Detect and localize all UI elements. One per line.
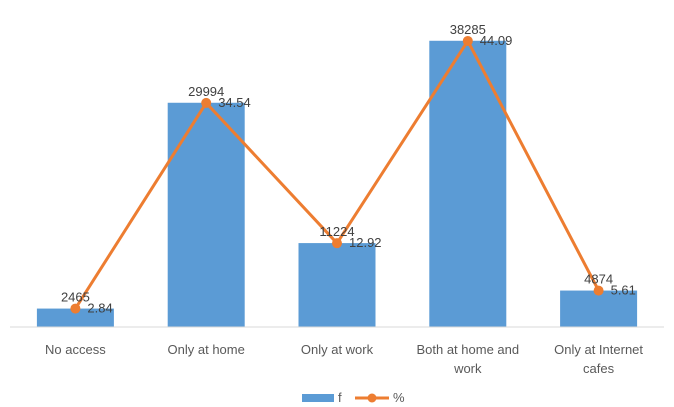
bar-value-label-2: 11224 bbox=[319, 224, 354, 239]
legend: f% bbox=[302, 390, 405, 405]
bar-2 bbox=[298, 243, 376, 327]
bar-value-label-3: 38285 bbox=[450, 22, 486, 37]
line-point-4 bbox=[593, 285, 604, 296]
line-value-label-4: 5.61 bbox=[611, 283, 636, 298]
line-point-1 bbox=[201, 97, 212, 108]
bar-0 bbox=[36, 308, 114, 327]
x-tick-labels: No access Only at home Only at work Both at… bbox=[45, 342, 643, 376]
x-tick-label-1: Only at home bbox=[168, 342, 245, 357]
line-value-label-1: 34.54 bbox=[218, 95, 251, 110]
legend-bar-label: f bbox=[338, 390, 342, 405]
legend-line-label: % bbox=[393, 390, 405, 405]
bar-value-label-4: 4874 bbox=[584, 272, 613, 287]
line-point-0 bbox=[70, 303, 81, 314]
line-series bbox=[70, 35, 604, 314]
line-value-label-2: 12.92 bbox=[349, 235, 382, 250]
line-point-3 bbox=[462, 35, 473, 46]
bar-series bbox=[36, 40, 638, 327]
bar-1 bbox=[167, 102, 245, 327]
x-tick-label-2: Only at work bbox=[301, 342, 374, 357]
bar-value-label-0: 2465 bbox=[61, 290, 90, 305]
x-tick-label-4: Only at Internet cafes bbox=[554, 342, 643, 376]
line-point-2 bbox=[332, 238, 342, 249]
bar-value-label-1: 29994 bbox=[188, 84, 224, 99]
bar-4 bbox=[560, 290, 638, 327]
legend-line-marker bbox=[367, 393, 377, 403]
x-tick-label-3: Both at home and work bbox=[416, 342, 519, 376]
data-labels: 2465 29994 11224 38285 4874 2.84 34.54 12.92 44.… bbox=[61, 22, 636, 316]
line-value-label-3: 44.09 bbox=[480, 33, 513, 48]
line-value-label-0: 2.84 bbox=[87, 301, 112, 316]
legend-bar-swatch bbox=[302, 394, 334, 402]
x-tick-label-0: No access bbox=[45, 342, 106, 357]
